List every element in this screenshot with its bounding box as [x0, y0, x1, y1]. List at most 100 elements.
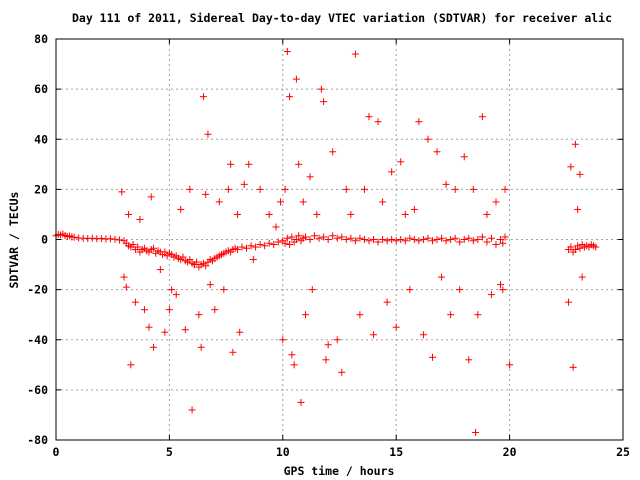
data-point-marker [447, 236, 455, 243]
data-point-marker [161, 248, 169, 256]
data-point-marker [270, 241, 278, 249]
data-point-marker [592, 243, 600, 251]
data-point-marker [181, 326, 189, 334]
y-tick-label: 80 [34, 32, 48, 46]
data-point-marker [571, 140, 579, 148]
data-point-marker [317, 85, 325, 93]
data-point-marker [125, 210, 133, 218]
data-point-marker [342, 185, 350, 193]
data-point-marker [116, 236, 124, 244]
data-point-marker [483, 238, 491, 246]
data-point-marker [474, 311, 482, 319]
data-point-marker [487, 234, 495, 242]
data-point-marker [370, 331, 378, 339]
data-point-marker [127, 361, 135, 369]
x-tick-label: 15 [389, 445, 403, 459]
data-point-marker [501, 233, 509, 241]
data-point-marker [195, 311, 203, 319]
data-point-marker [333, 336, 341, 344]
data-point-marker [252, 243, 260, 251]
data-point-marker [190, 261, 198, 269]
x-tick-label: 20 [503, 445, 517, 459]
data-point-marker [456, 286, 464, 294]
data-point-marker [506, 361, 514, 369]
x-tick-label: 0 [53, 445, 60, 459]
data-point-marker [379, 198, 387, 206]
data-point-marker [245, 160, 253, 168]
data-point-marker [186, 185, 194, 193]
data-point-marker [265, 239, 273, 247]
data-point-marker [360, 185, 368, 193]
y-tick-label: 20 [34, 182, 48, 196]
data-point-marker [281, 239, 289, 247]
data-point-marker [288, 233, 296, 241]
data-point-marker [392, 323, 400, 331]
y-tick-label: -80 [27, 433, 48, 447]
data-point-marker [288, 351, 296, 359]
data-point-marker [297, 398, 305, 406]
data-point-marker [315, 234, 323, 242]
data-point-marker [329, 148, 337, 156]
data-point-marker [492, 241, 500, 249]
data-point-marker [472, 428, 480, 436]
data-point-marker [499, 286, 507, 294]
data-point-marker [567, 163, 575, 171]
data-point-marker [460, 236, 468, 243]
data-point-marker [97, 234, 105, 242]
data-point-marker [501, 185, 509, 193]
data-point-marker [576, 170, 584, 178]
tick-labels: 0 5 10 15 20 25 -80 -60 -40 -20 0 20 40 60 80 [27, 32, 630, 459]
data-point-marker [388, 236, 396, 243]
data-point-marker [483, 210, 491, 218]
data-point-marker [136, 215, 144, 223]
data-point-marker [161, 328, 169, 336]
y-tick-label: 40 [34, 132, 48, 146]
data-point-marker [456, 238, 464, 246]
data-point-marker [351, 50, 359, 58]
x-tick-label: 25 [616, 445, 630, 459]
data-point-marker [229, 348, 237, 356]
data-point-marker [172, 291, 180, 299]
data-point-marker [419, 331, 427, 339]
data-point-marker [438, 234, 446, 242]
data-point-marker [299, 198, 307, 206]
data-point-marker [277, 198, 285, 206]
data-point-marker [324, 236, 332, 243]
data-point-marker [156, 266, 164, 274]
data-point-marker [301, 311, 309, 319]
data-point-marker [118, 188, 126, 196]
data-point-marker [356, 311, 364, 319]
data-point-marker [410, 236, 418, 243]
data-point-marker [247, 242, 255, 250]
data-points [52, 48, 600, 436]
data-point-marker [283, 48, 291, 56]
data-point-marker [168, 286, 176, 294]
data-point-marker [249, 256, 257, 264]
data-point-marker [240, 180, 248, 188]
data-point-marker [487, 291, 495, 299]
data-point-marker [415, 118, 423, 126]
data-point-marker [410, 205, 418, 213]
data-point-marker [199, 93, 207, 101]
data-point-marker [460, 153, 468, 161]
y-tick-label: -60 [27, 383, 48, 397]
data-point-marker [571, 246, 579, 254]
data-point-marker [370, 236, 378, 243]
data-point-marker [292, 236, 300, 243]
data-point-marker [374, 118, 382, 126]
data-point-marker [499, 239, 507, 247]
data-point-marker [274, 238, 282, 246]
data-point-marker [465, 356, 473, 364]
data-point-marker [415, 237, 423, 245]
data-point-marker [265, 210, 273, 218]
data-point-marker [320, 98, 328, 106]
data-point-marker [320, 233, 328, 241]
data-point-marker [374, 238, 382, 246]
data-point-marker [428, 237, 436, 245]
data-point-marker [565, 298, 573, 306]
data-point-marker [569, 363, 577, 371]
y-tick-label: -40 [27, 333, 48, 347]
data-point-marker [383, 298, 391, 306]
data-point-marker [256, 185, 264, 193]
data-point-marker [406, 286, 414, 294]
